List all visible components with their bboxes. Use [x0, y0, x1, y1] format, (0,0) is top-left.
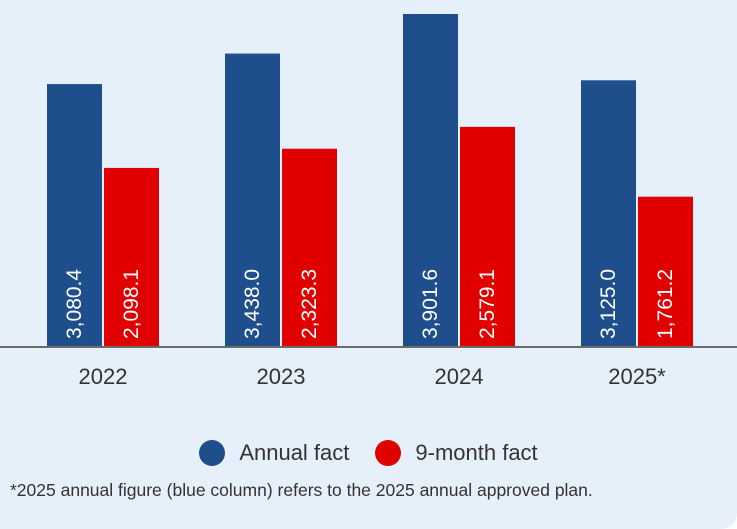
footnote: *2025 annual figure (blue column) refers…	[10, 480, 593, 500]
x-tick-labels: 2022 2023 2024 2025*	[79, 364, 667, 389]
x-tick-label-2025: 2025*	[608, 364, 666, 389]
bar-nine-month-2024	[460, 126, 515, 347]
bar-nine-month-2022	[104, 167, 159, 347]
legend-label-annual: Annual fact	[239, 440, 350, 465]
data-label-nine-month-2025: 1,761.2	[654, 269, 677, 339]
data-label-nine-month-2024: 2,579.1	[476, 269, 499, 339]
data-label-annual-2023: 3,438.0	[241, 269, 264, 339]
data-label-nine-month-2022: 2,098.1	[120, 269, 143, 339]
x-tick-label-2022: 2022	[79, 364, 128, 389]
bar-chart: 3,080.4 2,098.1 3,438.0 2,323.3 3,901.6 2,579…	[0, 14, 737, 389]
legend-swatch-nine-month	[375, 440, 402, 466]
data-label-nine-month-2023: 2,323.3	[298, 269, 321, 339]
data-label-annual-2024: 3,901.6	[419, 269, 442, 339]
legend-label-nine-month: 9-month fact	[415, 440, 538, 465]
bar-annual-2022	[47, 84, 102, 348]
legend-item-nine-month: 9-month fact	[375, 440, 538, 466]
bar-annual-2023	[225, 53, 280, 347]
bar-nine-month-2023	[282, 148, 337, 347]
bars-group: 3,080.4 2,098.1 3,438.0 2,323.3 3,901.6 2,579…	[47, 14, 693, 348]
legend: Annual fact 9-month fact	[0, 440, 737, 466]
data-label-annual-2025: 3,125.0	[597, 269, 620, 339]
data-label-annual-2022: 3,080.4	[63, 269, 86, 339]
bar-annual-2024	[403, 14, 458, 347]
x-tick-label-2024: 2024	[435, 364, 484, 389]
legend-swatch-annual	[199, 440, 226, 466]
bar-annual-2025	[581, 80, 636, 347]
bar-nine-month-2025	[638, 196, 693, 347]
legend-item-annual: Annual fact	[199, 440, 349, 466]
x-tick-label-2023: 2023	[257, 364, 306, 389]
